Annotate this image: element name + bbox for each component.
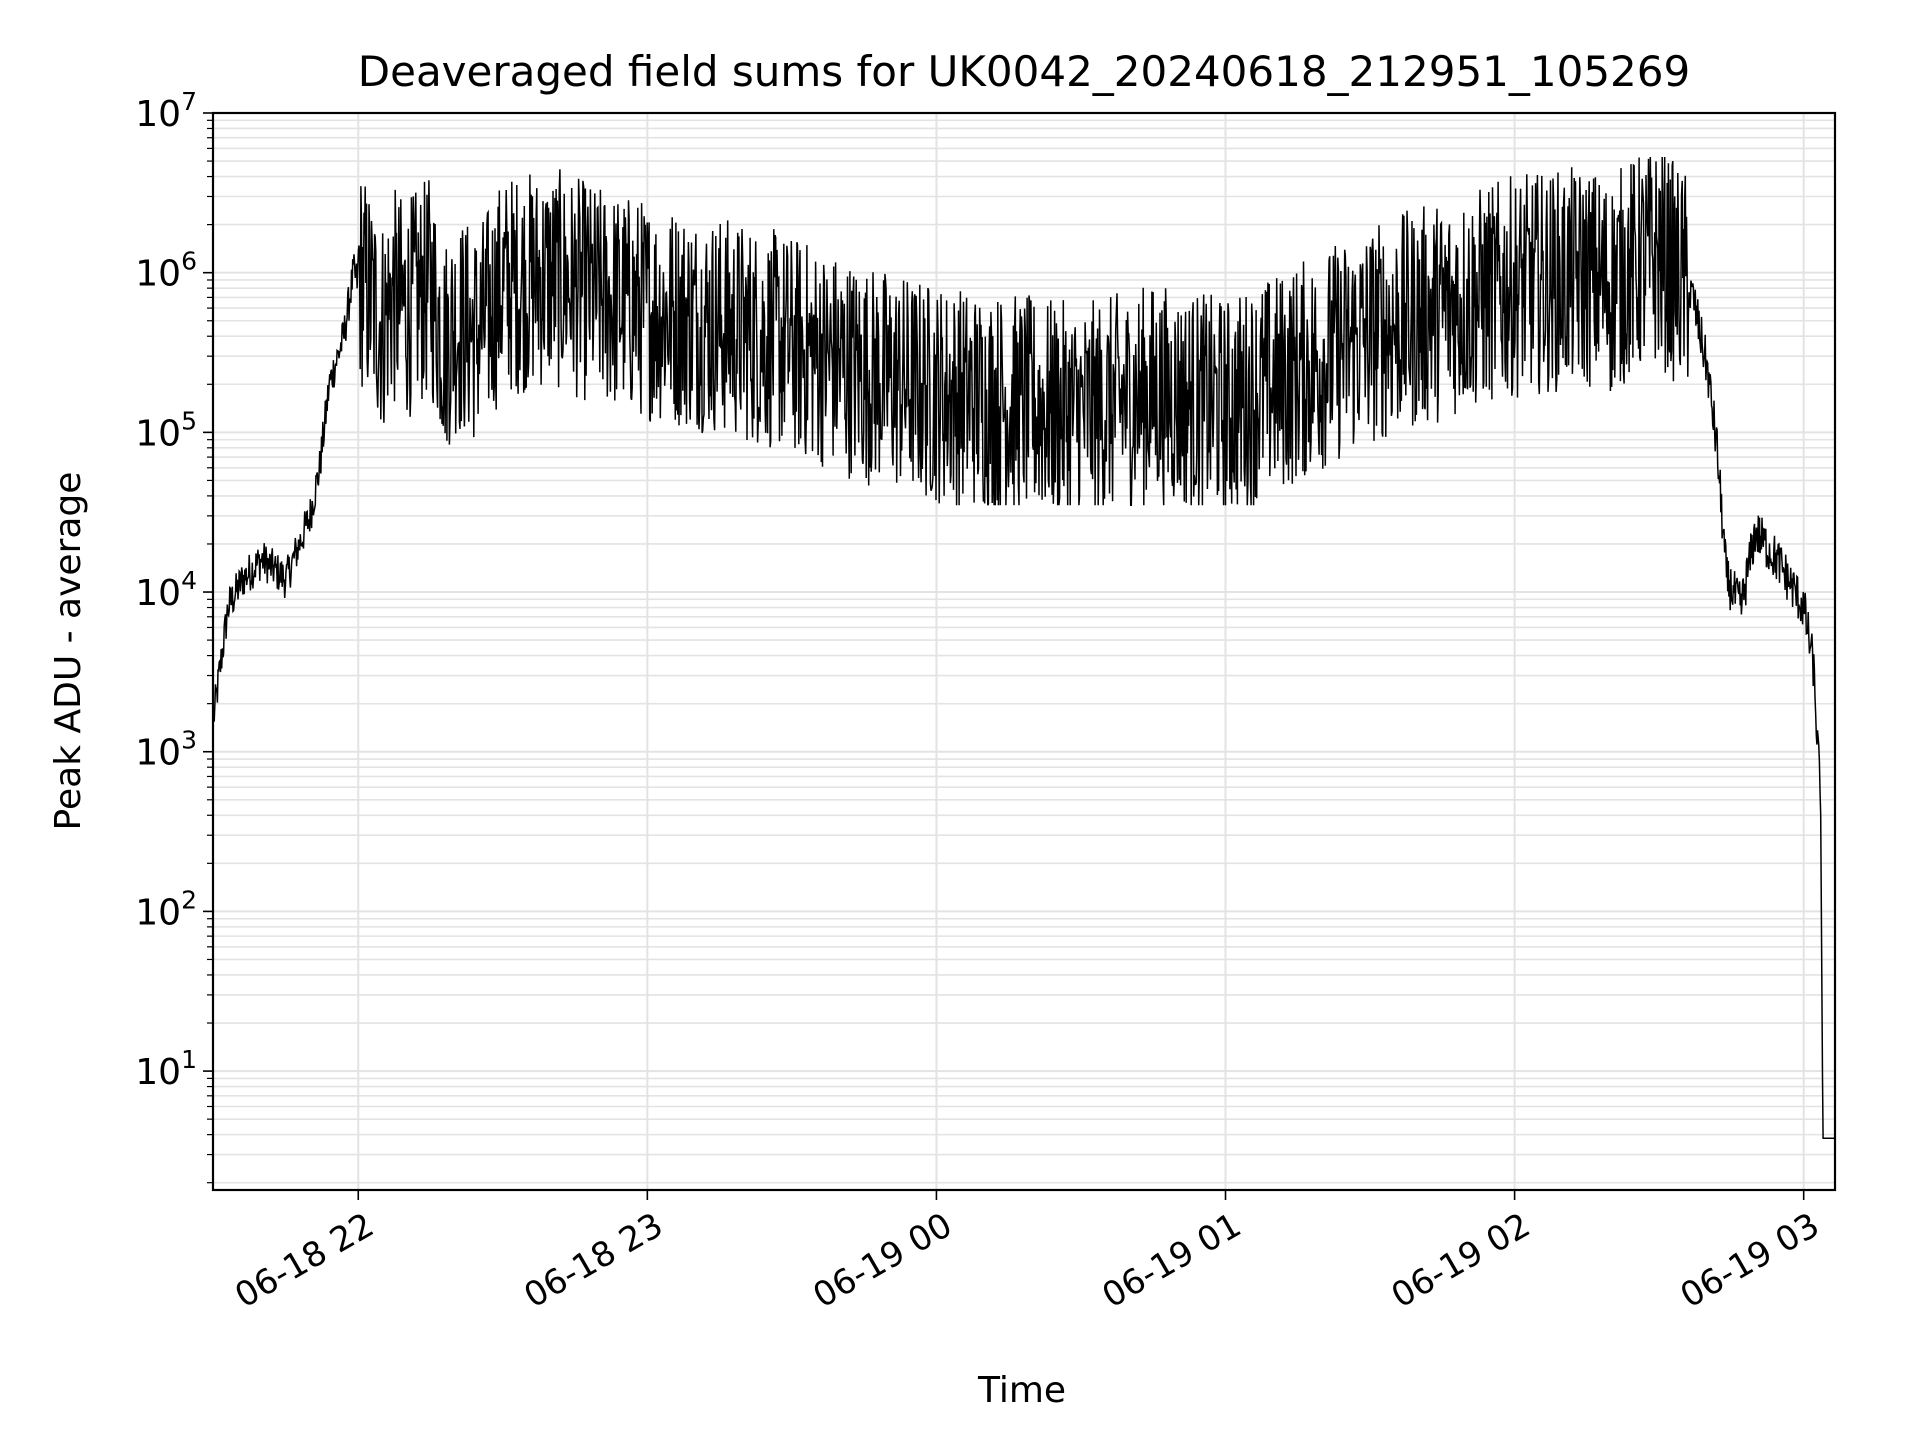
y-tick-label: 105 — [135, 406, 197, 454]
y-tick-label: 103 — [135, 726, 197, 774]
series-layer — [212, 156, 1835, 1139]
y-tick-label: 106 — [135, 247, 197, 295]
y-tick-label: 107 — [135, 87, 197, 135]
y-tick-label: 102 — [135, 885, 197, 933]
y-tick-label: 104 — [135, 566, 197, 614]
chart-title: Deaveraged field sums for UK0042_2024061… — [358, 47, 1690, 96]
series-line — [212, 156, 1835, 1139]
x-axis-label: Time — [977, 1370, 1066, 1411]
plot-frame — [211, 111, 1837, 1192]
y-axis-label: Peak ADU - average — [48, 472, 89, 831]
y-tick-label: 101 — [135, 1045, 197, 1093]
